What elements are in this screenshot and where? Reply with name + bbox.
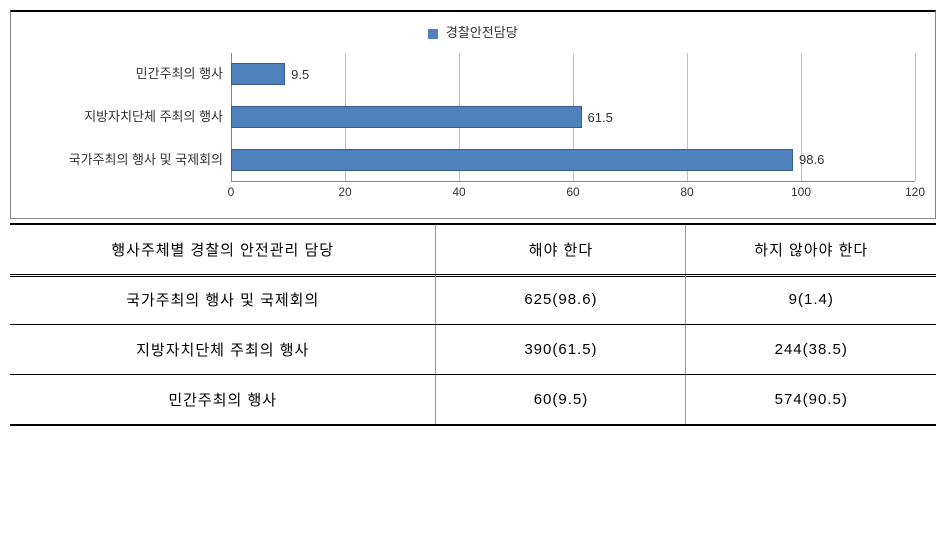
category-label: 국가주최의 행사 및 국제회의 [31,149,231,171]
gridline [915,53,916,181]
table-row: 민간주최의 행사60(9.5)574(90.5) [10,375,936,426]
table-row: 지방자치단체 주최의 행사390(61.5)244(38.5) [10,325,936,375]
bar [231,63,285,85]
table-cell: 625(98.6) [436,275,686,325]
x-tick-label: 20 [338,185,351,199]
table-cell: 390(61.5) [436,325,686,375]
bar-row: 국가주최의 행사 및 국제회의98.6 [231,149,915,171]
table-cell: 60(9.5) [436,375,686,426]
data-table: 행사주체별 경찰의 안전관리 담당 해야 한다 하지 않아야 한다 국가주최의 … [10,223,936,426]
table-cell: 244(38.5) [686,325,936,375]
x-tick-label: 0 [228,185,235,199]
bar-value-label: 9.5 [291,67,309,82]
bar-value-label: 98.6 [799,152,824,167]
table-header-1: 해야 한다 [436,224,686,275]
bar-row: 지방자치단체 주최의 행사61.5 [231,106,915,128]
table-cell: 국가주최의 행사 및 국제회의 [10,275,436,325]
table-cell: 민간주최의 행사 [10,375,436,426]
bar [231,106,582,128]
table-header-2: 하지 않아야 한다 [686,224,936,275]
table-header-0: 행사주체별 경찰의 안전관리 담당 [10,224,436,275]
bar-chart: 020406080100120민간주최의 행사9.5지방자치단체 주최의 행사6… [31,53,915,203]
x-tick-label: 60 [566,185,579,199]
category-label: 민간주최의 행사 [31,63,231,85]
x-tick-label: 40 [452,185,465,199]
x-axis-line [231,181,915,182]
legend-swatch [428,29,438,39]
category-label: 지방자치단체 주최의 행사 [31,106,231,128]
legend-label: 경찰안전담당 [446,25,518,40]
plot-area: 020406080100120민간주최의 행사9.5지방자치단체 주최의 행사6… [231,53,915,203]
table-row: 국가주최의 행사 및 국제회의625(98.6)9(1.4) [10,275,936,325]
table-cell: 574(90.5) [686,375,936,426]
bar-row: 민간주최의 행사9.5 [231,63,915,85]
table-header-row: 행사주체별 경찰의 안전관리 담당 해야 한다 하지 않아야 한다 [10,224,936,275]
chart-box: 경찰안전담당 020406080100120민간주최의 행사9.5지방자치단체 … [10,10,936,219]
bar [231,149,793,171]
x-tick-label: 100 [791,185,811,199]
chart-legend: 경찰안전담당 [31,22,915,41]
figure-container: 경찰안전담당 020406080100120민간주최의 행사9.5지방자치단체 … [10,10,936,426]
table-cell: 9(1.4) [686,275,936,325]
table-cell: 지방자치단체 주최의 행사 [10,325,436,375]
bar-value-label: 61.5 [588,110,613,125]
x-tick-label: 120 [905,185,925,199]
x-tick-label: 80 [680,185,693,199]
